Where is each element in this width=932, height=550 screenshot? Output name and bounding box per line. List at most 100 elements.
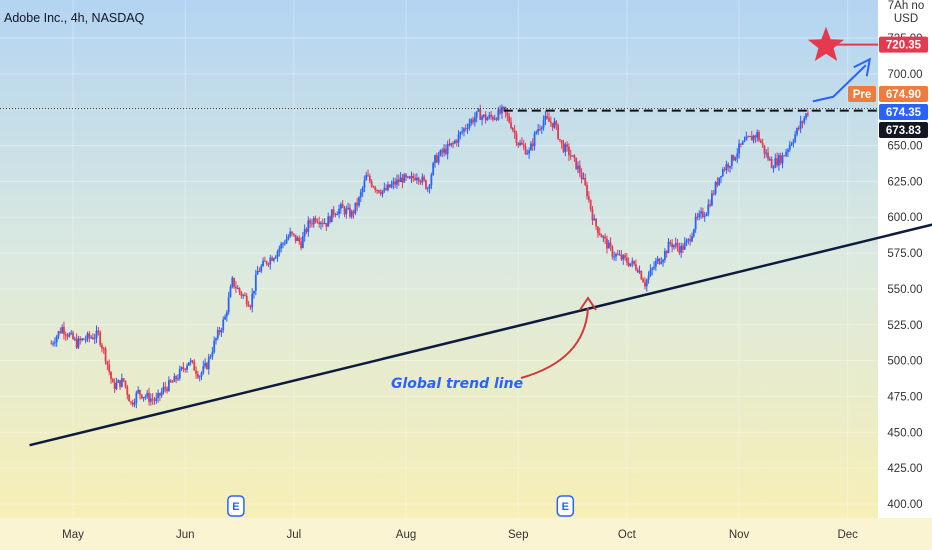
candle-body (443, 148, 445, 153)
candle-body (144, 396, 147, 398)
candle-body (660, 262, 663, 264)
candle-body (417, 177, 420, 182)
candle-body (613, 256, 616, 258)
candle-body (276, 251, 279, 257)
candle-body (526, 153, 529, 155)
candle-body (120, 378, 123, 387)
candle-body (441, 150, 444, 153)
candle-body (345, 208, 348, 215)
candle-body (52, 343, 54, 345)
candle-body (187, 362, 190, 366)
candle-body (578, 165, 581, 173)
chart-background (0, 0, 878, 518)
candle-body (392, 181, 395, 185)
candle-body (785, 151, 788, 156)
candle-body (320, 222, 322, 225)
y-tick-label: 475.00 (887, 391, 922, 403)
candle-body (667, 241, 670, 254)
candle-body (423, 176, 426, 181)
candle-body (298, 237, 301, 242)
candle-body (327, 216, 330, 227)
candle-body (372, 186, 375, 188)
candle-body (227, 297, 230, 313)
candle-body (251, 293, 254, 308)
candle-body (403, 174, 406, 183)
candle-body (70, 332, 73, 334)
x-tick-label: Jun (176, 529, 195, 541)
candle-body (805, 113, 807, 119)
candle-body (224, 316, 226, 320)
candle-body (488, 114, 491, 119)
candle-body (508, 115, 511, 123)
candle-body (721, 169, 724, 176)
candle-body (490, 114, 493, 117)
candle-body (79, 338, 82, 341)
y-tick-label: 625.00 (887, 176, 922, 188)
candle-body (463, 128, 465, 132)
candle-body (396, 179, 398, 185)
candle-body (468, 123, 471, 129)
candle-body (761, 142, 764, 146)
candle-body (611, 246, 614, 257)
candle-body (749, 136, 751, 138)
global-trend-line (29, 223, 932, 447)
candle-body (253, 290, 255, 294)
candle-body (104, 348, 107, 362)
candle-body (587, 196, 590, 200)
candle-body (106, 361, 109, 365)
candle-body (222, 319, 225, 330)
candle-body (108, 364, 111, 372)
candle-body (133, 402, 136, 405)
candle-body (625, 257, 628, 263)
chart-title: Adobe Inc., 4h, NASDAQ (4, 11, 145, 25)
price-tag-label: 720.35 (886, 40, 922, 52)
candle-body (260, 266, 263, 272)
candle-body (705, 213, 708, 216)
candle-body (725, 164, 728, 171)
candle-body (604, 236, 607, 239)
candle-body (238, 288, 241, 293)
candle-body (296, 237, 299, 241)
candle-body (560, 140, 563, 144)
candle-body (225, 312, 228, 317)
candle-body (730, 155, 733, 166)
candle-body (256, 271, 259, 275)
candle-body (130, 401, 132, 403)
candle-body (140, 394, 143, 399)
candle-body (426, 188, 429, 190)
candle-body (72, 332, 74, 339)
candle-body (280, 243, 283, 249)
candle-body (358, 197, 360, 206)
candle-body (397, 179, 400, 182)
candle-body (763, 145, 766, 154)
candle-body (376, 189, 378, 191)
candle-body (336, 214, 339, 216)
x-tick-label: May (62, 529, 84, 541)
candle-body (558, 139, 561, 141)
y-tick-label: 700.00 (887, 69, 922, 81)
candle-body (591, 209, 594, 221)
candle-body (435, 155, 438, 163)
candle-body (220, 329, 223, 333)
candle-body (245, 295, 248, 305)
candle-body (767, 152, 769, 160)
candle-body (750, 136, 753, 141)
candle-body (361, 187, 364, 193)
candle-body (160, 391, 163, 396)
candle-body (620, 254, 623, 260)
candle-body (381, 190, 384, 195)
candle-body (54, 342, 56, 344)
candle-body (696, 216, 699, 218)
candle-body (484, 114, 487, 121)
candle-body (788, 144, 791, 150)
candle-body (258, 271, 261, 273)
candle-body (595, 218, 597, 227)
candle-body (209, 356, 212, 358)
candle-body (481, 116, 483, 120)
candle-body (736, 153, 739, 158)
y-tick-label: 400.00 (887, 499, 922, 511)
candle-body (200, 372, 203, 377)
candle-body (325, 223, 328, 227)
candle-body (586, 185, 588, 197)
